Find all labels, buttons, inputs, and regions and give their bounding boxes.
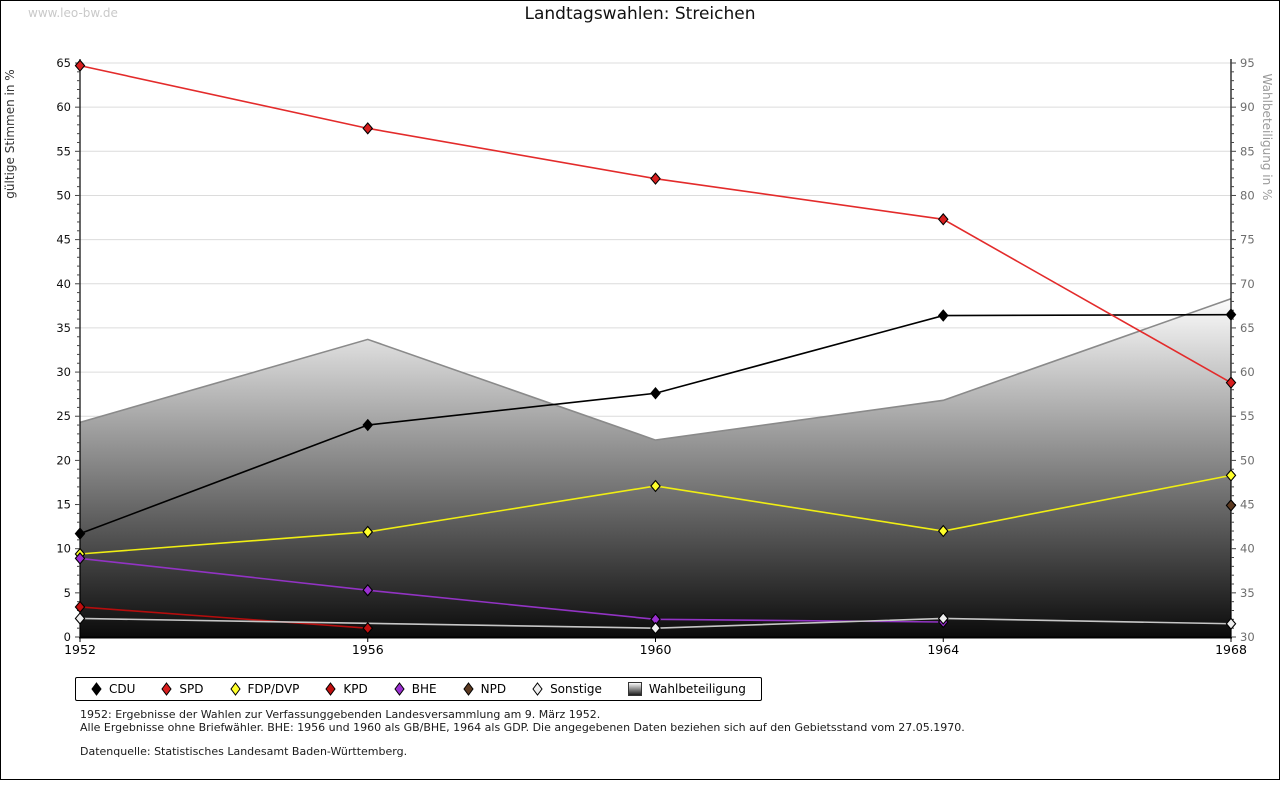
legend-diamond-icon <box>462 682 474 696</box>
svg-text:1964: 1964 <box>927 642 959 657</box>
svg-text:80: 80 <box>1240 188 1255 202</box>
svg-text:15: 15 <box>56 498 71 512</box>
svg-text:1960: 1960 <box>640 642 672 657</box>
svg-text:60: 60 <box>56 100 71 114</box>
legend-diamond-icon <box>91 682 102 696</box>
svg-text:0: 0 <box>64 630 71 644</box>
svg-text:35: 35 <box>1240 586 1255 600</box>
legend-label: SPD <box>179 682 204 696</box>
svg-text:40: 40 <box>56 277 71 291</box>
legend-item-kpd: KPD <box>325 682 368 696</box>
svg-text:85: 85 <box>1240 144 1255 158</box>
svg-text:Wahlbeteiligung in %: Wahlbeteiligung in % <box>1260 74 1274 201</box>
legend-diamond-icon <box>394 682 405 696</box>
legend-label: KPD <box>343 682 368 696</box>
svg-text:20: 20 <box>56 453 71 467</box>
legend-label: FDP/DVP <box>247 682 300 696</box>
svg-text:60: 60 <box>1240 365 1255 379</box>
svg-text:40: 40 <box>1240 542 1255 556</box>
svg-text:95: 95 <box>1240 56 1255 70</box>
svg-text:45: 45 <box>1240 498 1255 512</box>
svg-text:25: 25 <box>56 409 71 423</box>
svg-text:65: 65 <box>1240 321 1255 335</box>
chart-title: Landtagswahlen: Streichen <box>524 4 756 24</box>
svg-text:70: 70 <box>1240 277 1255 291</box>
svg-text:5: 5 <box>64 586 71 600</box>
svg-text:gültige Stimmen in %: gültige Stimmen in % <box>3 69 17 198</box>
footnote-line-1: 1952: Ergebnisse der Wahlen zur Verfassu… <box>80 708 601 721</box>
legend-area-swatch-icon <box>627 682 642 696</box>
legend-label: Sonstige <box>550 682 602 696</box>
legend-diamond-icon <box>161 682 173 696</box>
watermark: www.leo-bw.de <box>28 6 118 20</box>
svg-text:1956: 1956 <box>352 642 384 657</box>
legend-item-spd: SPD <box>161 682 204 696</box>
legend-label: Wahlbeteiligung <box>648 682 746 696</box>
svg-text:1952: 1952 <box>64 642 96 657</box>
legend-item-sonstige: Sonstige <box>532 682 602 696</box>
svg-text:55: 55 <box>56 144 71 158</box>
line-chart-canvas: 0 30 5 35 10 40 15 45 20 50 25 55 30 60 35 65 40 70 45 75 50… <box>3 56 1274 657</box>
svg-text:45: 45 <box>56 233 71 247</box>
legend-label: BHE <box>411 682 437 696</box>
legend-item-cdu: CDU <box>91 682 135 696</box>
data-source: Datenquelle: Statistisches Landesamt Bad… <box>80 745 408 758</box>
footnotes: 1952: Ergebnisse der Wahlen zur Verfassu… <box>80 708 965 759</box>
legend-label: NPD <box>480 682 507 696</box>
footnote-line-2: Alle Ergebnisse ohne Briefwähler. BHE: 1… <box>80 720 965 734</box>
legend-diamond-icon <box>532 682 543 696</box>
svg-text:50: 50 <box>56 188 71 202</box>
legend-item-bhe: BHE <box>394 682 437 696</box>
svg-text:30: 30 <box>1240 630 1255 644</box>
svg-text:35: 35 <box>56 321 71 335</box>
legend-label: CDU <box>109 682 136 696</box>
legend-item-npd: NPD <box>462 682 507 696</box>
legend-item-fdp-dvp: FDP/DVP <box>229 682 300 696</box>
svg-text:55: 55 <box>1240 409 1255 423</box>
svg-text:65: 65 <box>56 56 71 70</box>
svg-text:50: 50 <box>1240 453 1255 467</box>
svg-text:90: 90 <box>1240 100 1255 114</box>
legend-diamond-icon <box>325 682 337 696</box>
legend-diamond-icon <box>229 682 241 696</box>
svg-text:10: 10 <box>56 542 71 556</box>
legend: CDU SPD FDP/DVP KPD BHE NPD Sonstige Wahlbeteil… <box>75 677 762 701</box>
svg-text:75: 75 <box>1240 233 1255 247</box>
legend-item-wahlbeteiligung: Wahlbeteiligung <box>627 682 746 696</box>
svg-text:1968: 1968 <box>1215 642 1247 657</box>
svg-text:30: 30 <box>56 365 71 379</box>
